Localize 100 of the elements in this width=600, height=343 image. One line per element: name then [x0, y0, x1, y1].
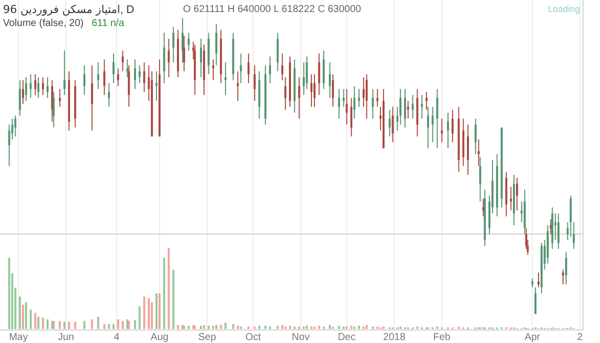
bar — [264, 326, 266, 329]
bar — [215, 324, 218, 329]
bar — [172, 270, 174, 329]
candlestick — [215, 23, 218, 66]
text: O 621111 H 640000 L 618222 C 630000 — [183, 4, 362, 15]
candlestick — [479, 156, 482, 202]
candlestick — [224, 62, 227, 96]
candlestick — [25, 76, 28, 102]
candlestick — [8, 124, 10, 166]
bar — [25, 302, 28, 329]
bar — [63, 322, 66, 329]
candlestick — [346, 88, 348, 126]
candlestick — [183, 35, 186, 72]
bar — [200, 326, 202, 329]
bar — [366, 324, 368, 329]
candlestick — [427, 106, 430, 149]
candlestick — [240, 53, 242, 84]
candlestick — [466, 124, 469, 176]
bar — [163, 258, 166, 329]
candlestick — [63, 50, 66, 96]
candlestick — [188, 32, 190, 52]
candlestick — [212, 58, 214, 81]
candlestick — [122, 50, 124, 72]
chart-title: امتیاز مسکن فروردین 96 — [3, 3, 120, 16]
candlestick — [34, 74, 36, 96]
candlestick — [143, 62, 146, 92]
bar — [18, 296, 21, 329]
bar — [117, 319, 120, 329]
candlestick — [358, 88, 360, 108]
candlestick — [97, 62, 100, 90]
candlestick — [168, 38, 170, 78]
candlestick — [328, 62, 331, 98]
candlestick — [172, 26, 174, 63]
candlestick — [108, 82, 110, 108]
bar — [108, 324, 110, 329]
bar — [34, 312, 36, 329]
text: , D — [120, 4, 134, 16]
candlestick — [163, 32, 166, 84]
bar — [318, 326, 320, 329]
x-tick-label: 2018 — [383, 332, 406, 343]
candlestick — [117, 68, 120, 87]
bar — [46, 319, 49, 329]
candlestick — [83, 64, 86, 96]
candlestick — [18, 80, 21, 116]
x-tick-label: Feb — [433, 332, 451, 343]
candlestick — [138, 64, 141, 84]
candlestick — [103, 58, 106, 96]
bar — [281, 324, 284, 329]
bar — [224, 322, 227, 329]
candlestick — [350, 97, 352, 137]
x-tick-label: 4 — [114, 332, 120, 343]
bar — [350, 326, 352, 329]
candlestick — [412, 94, 414, 120]
bar — [83, 320, 86, 329]
candlestick — [22, 80, 24, 104]
x-tick-label: Oct — [245, 332, 262, 343]
x-tick-label: Aug — [150, 332, 168, 343]
x-tick-label: Jun — [58, 332, 74, 343]
candlestick — [248, 53, 250, 84]
bar — [8, 258, 10, 329]
bar — [58, 320, 61, 329]
candlestick — [91, 64, 94, 131]
candlestick — [42, 76, 44, 96]
candlestick — [281, 53, 284, 81]
candlestick — [404, 88, 406, 128]
candlestick — [432, 106, 434, 143]
bar — [150, 302, 153, 329]
candlestick — [134, 58, 136, 90]
bar — [68, 322, 70, 329]
bar — [138, 306, 141, 329]
candlestick — [284, 76, 286, 110]
candlestick — [200, 38, 202, 78]
candlestick — [338, 88, 340, 120]
candlestick — [332, 74, 334, 108]
bar — [148, 298, 150, 329]
candlestick — [14, 115, 16, 137]
candlestick — [570, 195, 572, 238]
bar — [22, 304, 24, 329]
bar — [42, 318, 44, 329]
bar — [203, 324, 206, 329]
bar — [358, 326, 360, 329]
annotation: 611 n/a — [92, 18, 124, 29]
bar — [328, 324, 331, 329]
candlestick — [276, 32, 279, 72]
candlestick — [392, 106, 394, 143]
candlestick — [562, 269, 564, 285]
candlestick — [554, 212, 556, 240]
candlestick — [58, 88, 61, 108]
x-tick-label: Sep — [198, 332, 216, 343]
candlestick — [30, 74, 32, 98]
candlestick — [342, 88, 345, 108]
x-tick-label: Dec — [338, 332, 356, 343]
x-tick-label: 2 — [577, 332, 584, 343]
bar — [97, 316, 100, 329]
bar — [288, 326, 291, 329]
bar — [176, 324, 179, 329]
x-tick-label: Nov — [292, 332, 310, 343]
candlestick — [436, 88, 438, 149]
bar — [258, 326, 260, 329]
bar — [158, 293, 161, 329]
